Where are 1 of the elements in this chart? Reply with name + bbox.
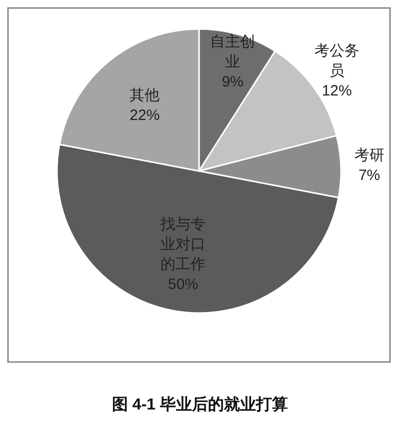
caption: 图 4-1 毕业后的就业打算	[112, 396, 288, 414]
